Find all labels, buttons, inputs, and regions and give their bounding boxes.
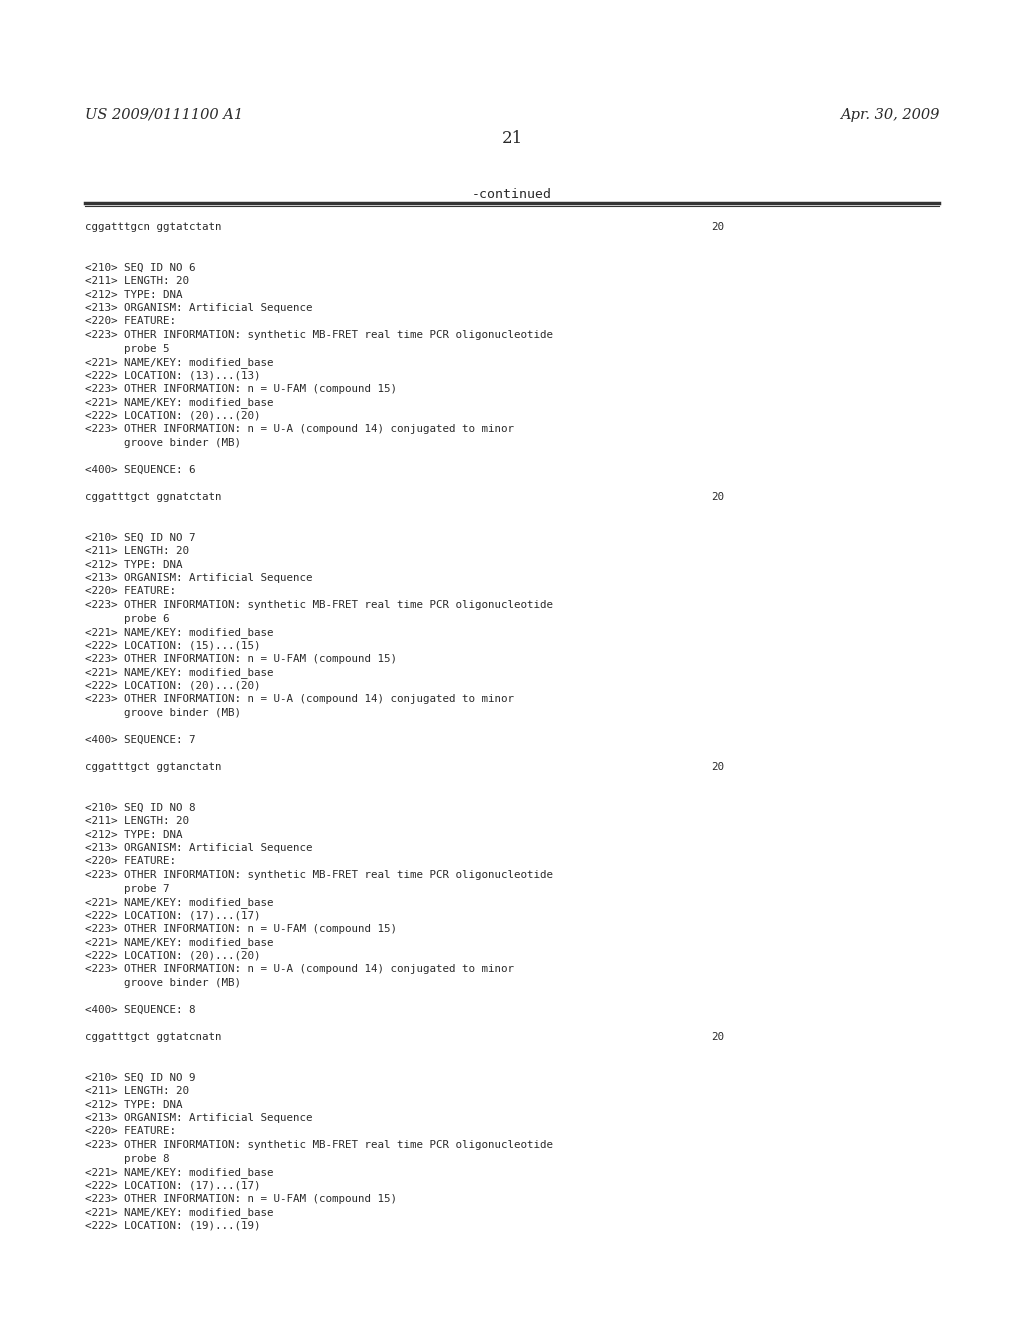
Text: <222> LOCATION: (17)...(17): <222> LOCATION: (17)...(17): [85, 911, 260, 920]
Text: groove binder (MB): groove binder (MB): [85, 978, 241, 987]
Text: <223> OTHER INFORMATION: n = U-A (compound 14) conjugated to minor: <223> OTHER INFORMATION: n = U-A (compou…: [85, 965, 514, 974]
Text: <400> SEQUENCE: 6: <400> SEQUENCE: 6: [85, 465, 196, 475]
Text: <210> SEQ ID NO 8: <210> SEQ ID NO 8: [85, 803, 196, 813]
Text: <213> ORGANISM: Artificial Sequence: <213> ORGANISM: Artificial Sequence: [85, 843, 312, 853]
Text: <223> OTHER INFORMATION: n = U-A (compound 14) conjugated to minor: <223> OTHER INFORMATION: n = U-A (compou…: [85, 694, 514, 705]
Text: <212> TYPE: DNA: <212> TYPE: DNA: [85, 1100, 182, 1110]
Text: -continued: -continued: [472, 187, 552, 201]
Text: <213> ORGANISM: Artificial Sequence: <213> ORGANISM: Artificial Sequence: [85, 304, 312, 313]
Text: 20: 20: [712, 492, 725, 502]
Text: <210> SEQ ID NO 7: <210> SEQ ID NO 7: [85, 532, 196, 543]
Text: Apr. 30, 2009: Apr. 30, 2009: [840, 108, 939, 121]
Text: probe 5: probe 5: [85, 343, 170, 354]
Text: 21: 21: [502, 129, 522, 147]
Text: <221> NAME/KEY: modified_base: <221> NAME/KEY: modified_base: [85, 1167, 273, 1177]
Text: probe 6: probe 6: [85, 614, 170, 623]
Text: <212> TYPE: DNA: <212> TYPE: DNA: [85, 560, 182, 569]
Text: 20: 20: [712, 222, 725, 232]
Text: <221> NAME/KEY: modified_base: <221> NAME/KEY: modified_base: [85, 898, 273, 908]
Text: cggatttgct ggtatcnatn: cggatttgct ggtatcnatn: [85, 1032, 221, 1041]
Text: <222> LOCATION: (20)...(20): <222> LOCATION: (20)...(20): [85, 950, 260, 961]
Text: <223> OTHER INFORMATION: synthetic MB-FRET real time PCR oligonucleotide: <223> OTHER INFORMATION: synthetic MB-FR…: [85, 601, 553, 610]
Text: <222> LOCATION: (15)...(15): <222> LOCATION: (15)...(15): [85, 640, 260, 651]
Text: <223> OTHER INFORMATION: synthetic MB-FRET real time PCR oligonucleotide: <223> OTHER INFORMATION: synthetic MB-FR…: [85, 1140, 553, 1150]
Text: <223> OTHER INFORMATION: n = U-A (compound 14) conjugated to minor: <223> OTHER INFORMATION: n = U-A (compou…: [85, 425, 514, 434]
Text: <221> NAME/KEY: modified_base: <221> NAME/KEY: modified_base: [85, 356, 273, 368]
Text: <223> OTHER INFORMATION: n = U-FAM (compound 15): <223> OTHER INFORMATION: n = U-FAM (comp…: [85, 1195, 397, 1204]
Text: <210> SEQ ID NO 6: <210> SEQ ID NO 6: [85, 263, 196, 272]
Text: <400> SEQUENCE: 8: <400> SEQUENCE: 8: [85, 1005, 196, 1015]
Text: <400> SEQUENCE: 7: <400> SEQUENCE: 7: [85, 735, 196, 744]
Text: US 2009/0111100 A1: US 2009/0111100 A1: [85, 108, 243, 121]
Text: 20: 20: [712, 1032, 725, 1041]
Text: cggatttgcn ggtatctatn: cggatttgcn ggtatctatn: [85, 222, 221, 232]
Text: <213> ORGANISM: Artificial Sequence: <213> ORGANISM: Artificial Sequence: [85, 573, 312, 583]
Text: <212> TYPE: DNA: <212> TYPE: DNA: [85, 829, 182, 840]
Text: <222> LOCATION: (20)...(20): <222> LOCATION: (20)...(20): [85, 681, 260, 690]
Text: groove binder (MB): groove binder (MB): [85, 438, 241, 447]
Text: <213> ORGANISM: Artificial Sequence: <213> ORGANISM: Artificial Sequence: [85, 1113, 312, 1123]
Text: <211> LENGTH: 20: <211> LENGTH: 20: [85, 816, 189, 826]
Text: <221> NAME/KEY: modified_base: <221> NAME/KEY: modified_base: [85, 1208, 273, 1218]
Text: <211> LENGTH: 20: <211> LENGTH: 20: [85, 276, 189, 286]
Text: <223> OTHER INFORMATION: n = U-FAM (compound 15): <223> OTHER INFORMATION: n = U-FAM (comp…: [85, 384, 397, 393]
Text: <221> NAME/KEY: modified_base: <221> NAME/KEY: modified_base: [85, 937, 273, 948]
Text: <220> FEATURE:: <220> FEATURE:: [85, 1126, 176, 1137]
Text: <223> OTHER INFORMATION: synthetic MB-FRET real time PCR oligonucleotide: <223> OTHER INFORMATION: synthetic MB-FR…: [85, 870, 553, 880]
Text: groove binder (MB): groove binder (MB): [85, 708, 241, 718]
Text: 20: 20: [712, 762, 725, 772]
Text: <222> LOCATION: (17)...(17): <222> LOCATION: (17)...(17): [85, 1180, 260, 1191]
Text: <211> LENGTH: 20: <211> LENGTH: 20: [85, 1086, 189, 1096]
Text: cggatttgct ggtanctatn: cggatttgct ggtanctatn: [85, 762, 221, 772]
Text: <221> NAME/KEY: modified_base: <221> NAME/KEY: modified_base: [85, 397, 273, 408]
Text: probe 8: probe 8: [85, 1154, 170, 1163]
Text: <223> OTHER INFORMATION: n = U-FAM (compound 15): <223> OTHER INFORMATION: n = U-FAM (comp…: [85, 924, 397, 935]
Text: <221> NAME/KEY: modified_base: <221> NAME/KEY: modified_base: [85, 668, 273, 678]
Text: <222> LOCATION: (19)...(19): <222> LOCATION: (19)...(19): [85, 1221, 260, 1232]
Text: <223> OTHER INFORMATION: n = U-FAM (compound 15): <223> OTHER INFORMATION: n = U-FAM (comp…: [85, 653, 397, 664]
Text: <220> FEATURE:: <220> FEATURE:: [85, 586, 176, 597]
Text: <211> LENGTH: 20: <211> LENGTH: 20: [85, 546, 189, 556]
Text: <221> NAME/KEY: modified_base: <221> NAME/KEY: modified_base: [85, 627, 273, 638]
Text: <220> FEATURE:: <220> FEATURE:: [85, 857, 176, 866]
Text: <212> TYPE: DNA: <212> TYPE: DNA: [85, 289, 182, 300]
Text: <222> LOCATION: (13)...(13): <222> LOCATION: (13)...(13): [85, 371, 260, 380]
Text: <210> SEQ ID NO 9: <210> SEQ ID NO 9: [85, 1072, 196, 1082]
Text: cggatttgct ggnatctatn: cggatttgct ggnatctatn: [85, 492, 221, 502]
Text: <222> LOCATION: (20)...(20): <222> LOCATION: (20)...(20): [85, 411, 260, 421]
Text: <223> OTHER INFORMATION: synthetic MB-FRET real time PCR oligonucleotide: <223> OTHER INFORMATION: synthetic MB-FR…: [85, 330, 553, 341]
Text: <220> FEATURE:: <220> FEATURE:: [85, 317, 176, 326]
Text: probe 7: probe 7: [85, 883, 170, 894]
